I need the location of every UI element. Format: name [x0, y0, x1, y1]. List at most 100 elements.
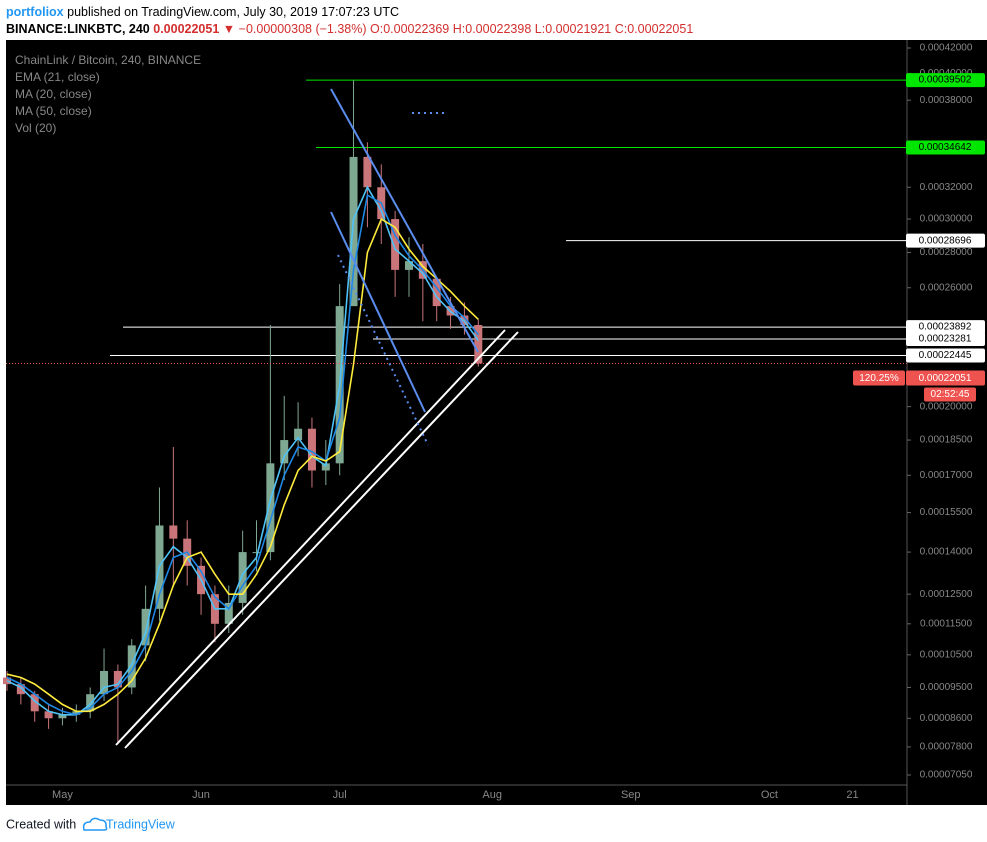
y-tick-label: 0.00026000: [920, 282, 973, 293]
candle-body: [224, 602, 233, 624]
author[interactable]: portfoliox: [6, 5, 64, 19]
candle-body: [474, 325, 483, 364]
trend-line: [115, 329, 506, 746]
current-price-label: 0.00022051: [919, 373, 972, 384]
indicator-line: [6, 185, 479, 716]
y-tick-label: 0.00015500: [920, 507, 973, 518]
y-tick-label: 0.00030000: [920, 214, 973, 225]
y-tick-label: 0.00014000: [920, 547, 973, 558]
trend-line: [124, 331, 519, 749]
close: C:0.00022051: [614, 22, 694, 36]
legend-volume: Vol (20): [15, 121, 56, 135]
candle-body: [72, 711, 81, 715]
level-label-box: [906, 73, 985, 88]
candle-body: [280, 440, 289, 464]
candle-body: [349, 156, 358, 307]
level-label: 0.00034642: [919, 142, 972, 153]
change: −0.00000308 (−1.38%): [238, 22, 367, 36]
open: O:0.00022369: [370, 22, 450, 36]
footer-brand[interactable]: TradingView: [106, 817, 176, 831]
x-tick-label: Jul: [333, 789, 347, 801]
y-tick-label: 0.00042000: [920, 43, 973, 54]
header-line: portfoliox published on TradingView.com,…: [6, 5, 399, 19]
candle-body: [113, 670, 122, 688]
candle-body: [363, 156, 372, 188]
published: published on TradingView.com, July 30, 2…: [67, 5, 400, 19]
change-label: 120.25%: [859, 373, 899, 384]
level-label: 0.00023892: [919, 322, 972, 333]
y-tick-label: 0.00018500: [920, 435, 973, 446]
levels: 0.00039502 0.00034642 0.00028696 0.00023892…: [110, 73, 985, 363]
candle-body: [266, 463, 275, 553]
countdown-box: [924, 387, 976, 402]
level-label-box: [906, 233, 985, 248]
y-tick-label: 0.00032000: [920, 182, 973, 193]
candle-body: [294, 428, 303, 441]
x-tick-label: Jun: [192, 789, 210, 801]
countdown-label: 02:52:45: [931, 389, 970, 400]
indicator-line: [6, 217, 479, 713]
legend-entry: MA (20, close): [15, 87, 92, 101]
trend-line: [330, 88, 479, 353]
x-tick-label: May: [52, 789, 73, 801]
last: 0.00022051: [153, 22, 220, 36]
level-label: 0.00023281: [919, 334, 972, 345]
candle-body: [169, 525, 178, 539]
candle-body: [252, 552, 261, 554]
candle-body: [460, 315, 469, 326]
y-tick-label: 0.00011500: [920, 618, 973, 629]
y-tick-label: 0.00020000: [920, 401, 973, 412]
level-label-box: [906, 140, 985, 155]
indicator-line: [6, 193, 479, 716]
header-line: BINANCE:LINKBTC, 240 0.00022051 ▼ −0.000…: [6, 22, 693, 36]
x-tick-label: Aug: [482, 789, 502, 801]
high: H:0.00022398: [452, 22, 532, 36]
y-tick-label: 0.00038000: [920, 95, 973, 106]
legend-entry: MA (50, close): [15, 104, 92, 118]
change-box: [853, 370, 905, 386]
candle-body: [100, 670, 109, 695]
candle-body: [58, 714, 67, 719]
candle-body: [432, 278, 441, 307]
y-tick-label: 0.00017000: [920, 470, 973, 481]
level-label-box: [906, 348, 985, 363]
level-label-box: [906, 331, 985, 346]
level-label: 0.00022445: [919, 350, 972, 361]
x-tick-label: 21: [846, 789, 858, 801]
candle-body: [44, 711, 53, 719]
candle-body: [238, 552, 247, 603]
trend-line: [330, 211, 426, 413]
y-tick-label: 0.00007800: [920, 742, 973, 753]
chart-background: [6, 40, 987, 805]
legend-entry: EMA (21, close): [15, 70, 100, 84]
symbol: BINANCE:LINKBTC, 240: [6, 22, 150, 36]
y-tick-label: 0.00012500: [920, 589, 973, 600]
candle-body: [321, 463, 330, 471]
current-price-box: [906, 370, 985, 386]
arrow: ▼: [222, 22, 236, 36]
logo: [82, 817, 108, 831]
low: L:0.00021921: [534, 22, 612, 36]
y-tick-label: 0.00010500: [920, 650, 973, 661]
y-tick-label: 0.00028000: [920, 247, 973, 258]
x-tick-label: Oct: [761, 789, 778, 801]
candle-body: [30, 694, 39, 712]
y-tick-label: 0.00007050: [920, 770, 973, 781]
footer-created: Created with: [6, 817, 76, 831]
candle-body: [86, 694, 95, 712]
x-tick-label: Sep: [621, 789, 641, 801]
candle-body: [127, 645, 136, 688]
candle-body: [391, 219, 400, 270]
level-label-box: [906, 320, 985, 335]
level-label: 0.00039502: [919, 75, 972, 86]
candle-body: [141, 608, 150, 646]
y-tick-label: 0.00008600: [920, 713, 973, 724]
y-tick-label: 0.00009500: [920, 682, 973, 693]
trend-line: [337, 254, 429, 446]
legend-title: ChainLink / Bitcoin, 240, BINANCE: [15, 53, 201, 67]
candle-body: [404, 261, 413, 270]
candle-body: [307, 428, 316, 471]
candle-body: [16, 684, 25, 695]
